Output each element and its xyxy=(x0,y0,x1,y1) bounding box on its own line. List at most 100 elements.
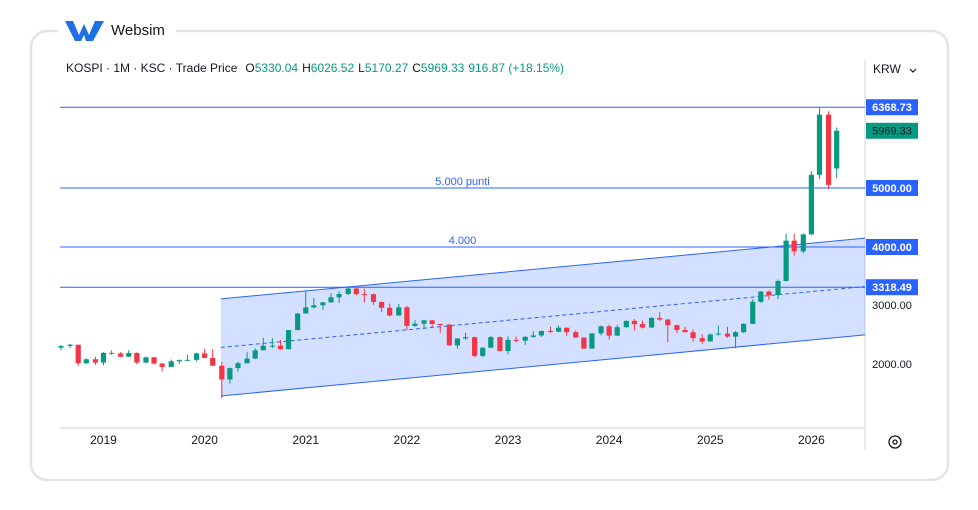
price-badge xyxy=(866,238,918,255)
candle xyxy=(707,333,713,342)
symbol: KOSPI · 1M · KSC · Trade Price xyxy=(66,61,238,75)
candle-body xyxy=(118,353,124,357)
candle xyxy=(631,319,638,331)
candle xyxy=(480,347,486,358)
candle-body xyxy=(732,332,739,337)
candle xyxy=(176,359,182,364)
candle xyxy=(750,299,756,325)
ohlc-value: 6026.52 xyxy=(311,61,355,75)
candle-body xyxy=(361,294,368,296)
candle xyxy=(606,324,612,340)
candle-body xyxy=(783,240,789,281)
candle-body xyxy=(252,350,258,359)
currency-caret[interactable] xyxy=(909,68,917,73)
candle xyxy=(244,352,250,364)
candle xyxy=(462,332,469,340)
change: 916.87 (+18.15%) xyxy=(468,61,564,75)
gear-inner[interactable] xyxy=(892,439,898,445)
candle-body xyxy=(210,357,216,366)
candle xyxy=(766,290,772,300)
candle-body xyxy=(134,353,140,363)
candle xyxy=(732,330,739,349)
candle xyxy=(396,303,402,316)
candle-body xyxy=(808,174,815,235)
candle xyxy=(295,313,301,331)
candle-body xyxy=(108,352,115,354)
y-tick-label: 2000.00 xyxy=(872,359,912,371)
candle-body xyxy=(497,337,503,352)
candle-body xyxy=(168,361,174,367)
settings-icon[interactable] xyxy=(888,435,902,449)
candle-body xyxy=(825,114,832,185)
candle-body xyxy=(555,327,562,332)
candle-body xyxy=(606,326,612,336)
candle xyxy=(193,352,200,362)
candle-body xyxy=(67,344,73,346)
candle xyxy=(623,320,629,329)
candle-body xyxy=(834,130,840,169)
candle xyxy=(834,127,840,178)
candle-body xyxy=(589,333,595,349)
gear-outer[interactable] xyxy=(888,435,902,449)
candle xyxy=(151,356,157,365)
candle-body xyxy=(724,333,731,337)
candle-body xyxy=(758,291,764,302)
channel-lower xyxy=(220,334,866,397)
candle-body xyxy=(303,307,309,314)
currency[interactable]: KRW xyxy=(873,62,901,76)
candle xyxy=(345,287,351,296)
candle xyxy=(92,356,98,365)
candle xyxy=(741,323,747,334)
candle xyxy=(100,351,107,366)
candle-body xyxy=(649,317,655,328)
candle xyxy=(134,352,140,365)
candle xyxy=(320,301,326,310)
candle-body xyxy=(202,353,208,358)
candle-body xyxy=(193,353,200,360)
candle-body xyxy=(639,324,646,328)
candle xyxy=(657,312,663,321)
candle-body xyxy=(295,313,301,331)
candle-body xyxy=(454,338,461,346)
candle xyxy=(573,330,579,338)
candle-body xyxy=(513,339,519,341)
candle xyxy=(816,107,823,180)
candle xyxy=(665,319,671,343)
candle-body xyxy=(219,365,225,380)
candle-body xyxy=(404,307,410,326)
candle-body xyxy=(623,320,629,328)
x-tick-label: 2020 xyxy=(191,433,218,447)
candle xyxy=(446,323,452,346)
candle-body xyxy=(631,320,638,325)
candle xyxy=(210,349,216,366)
ohlc-value: 5330.04 xyxy=(255,61,299,75)
ohlc-value: 5969.33 xyxy=(421,61,465,75)
candle xyxy=(783,233,789,282)
candle xyxy=(75,344,81,366)
candle-body xyxy=(581,337,587,349)
candle-body xyxy=(690,332,696,339)
candle-body xyxy=(472,337,478,356)
brand: Websim xyxy=(111,22,165,39)
candle xyxy=(108,350,115,355)
candle-body xyxy=(791,240,797,252)
x-tick-label: 2019 xyxy=(90,433,117,447)
x-tick-label: 2023 xyxy=(495,433,522,447)
last-price-label: 5969.33 xyxy=(872,126,912,138)
candle xyxy=(808,170,815,236)
candle xyxy=(336,291,342,303)
channel-median xyxy=(220,286,866,348)
candle-body xyxy=(126,353,132,357)
x-tick-label: 2025 xyxy=(697,433,724,447)
legend-header: KOSPI · 1M · KSC · Trade Price O5330.04 H6… xyxy=(66,61,564,75)
candle xyxy=(674,324,680,334)
candle xyxy=(825,111,832,190)
candle-body xyxy=(151,357,157,364)
candle xyxy=(555,325,562,333)
candle xyxy=(690,329,696,342)
candle xyxy=(159,362,165,372)
candle xyxy=(353,287,359,296)
candle-body xyxy=(412,323,418,326)
candle-body xyxy=(699,338,705,342)
